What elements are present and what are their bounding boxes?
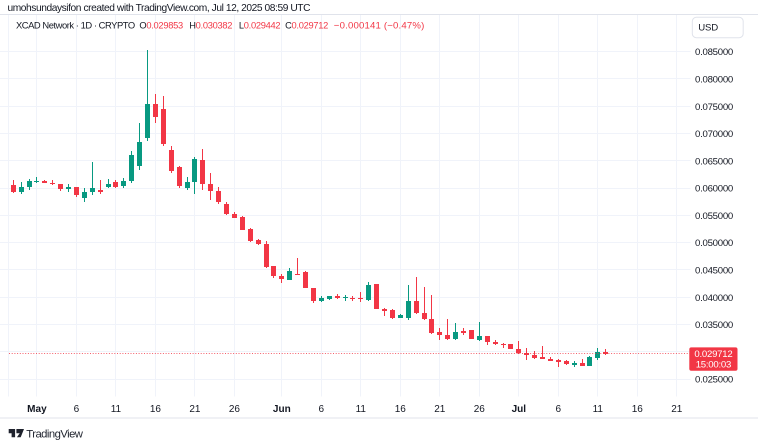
svg-text:USD: USD (698, 23, 718, 34)
svg-text:21: 21 (189, 404, 201, 415)
svg-text:0.050000: 0.050000 (695, 238, 733, 249)
svg-text:May: May (27, 404, 47, 415)
svg-text:O0.029853: O0.029853 (139, 21, 183, 31)
svg-text:TradingView: TradingView (26, 428, 84, 440)
svg-text:Jul: Jul (512, 404, 527, 415)
svg-text:6: 6 (556, 404, 562, 415)
svg-text:Jun: Jun (273, 404, 291, 415)
svg-text:11: 11 (356, 404, 367, 415)
svg-text:0.055000: 0.055000 (695, 211, 733, 222)
svg-text:0.060000: 0.060000 (695, 184, 733, 195)
svg-text:21: 21 (434, 404, 446, 415)
svg-text:C0.029712: C0.029712 (285, 21, 328, 31)
svg-text:0.075000: 0.075000 (695, 102, 733, 113)
svg-text:XCAD Network · 1D · CRYPTO: XCAD Network · 1D · CRYPTO (16, 20, 135, 31)
svg-text:0.035000: 0.035000 (695, 320, 733, 331)
svg-text:15:00:03: 15:00:03 (696, 360, 731, 371)
svg-text:26: 26 (229, 404, 241, 415)
svg-text:11: 11 (111, 404, 122, 415)
svg-text:6: 6 (74, 404, 80, 415)
svg-text:11: 11 (593, 404, 604, 415)
svg-text:0.040000: 0.040000 (695, 293, 733, 304)
svg-text:0.065000: 0.065000 (695, 156, 733, 167)
svg-text:0.025000: 0.025000 (695, 375, 733, 386)
svg-text:6: 6 (319, 404, 325, 415)
svg-text:0.070000: 0.070000 (695, 129, 733, 140)
svg-text:21: 21 (671, 404, 683, 415)
svg-text:16: 16 (150, 404, 162, 415)
svg-text:26: 26 (474, 404, 486, 415)
svg-text:0.029712: 0.029712 (694, 349, 732, 360)
svg-text:umohsundaysifon created with T: umohsundaysifon created with TradingView… (8, 3, 311, 14)
svg-text:L0.029442: L0.029442 (239, 21, 281, 31)
svg-text:16: 16 (632, 404, 644, 415)
svg-text:0.080000: 0.080000 (695, 75, 733, 86)
svg-text:H0.030382: H0.030382 (189, 21, 232, 31)
svg-text:16: 16 (395, 404, 407, 415)
svg-text:0.045000: 0.045000 (695, 266, 733, 277)
svg-text:−0.000141 (−0.47%): −0.000141 (−0.47%) (334, 21, 425, 32)
svg-text:0.085000: 0.085000 (695, 47, 733, 58)
